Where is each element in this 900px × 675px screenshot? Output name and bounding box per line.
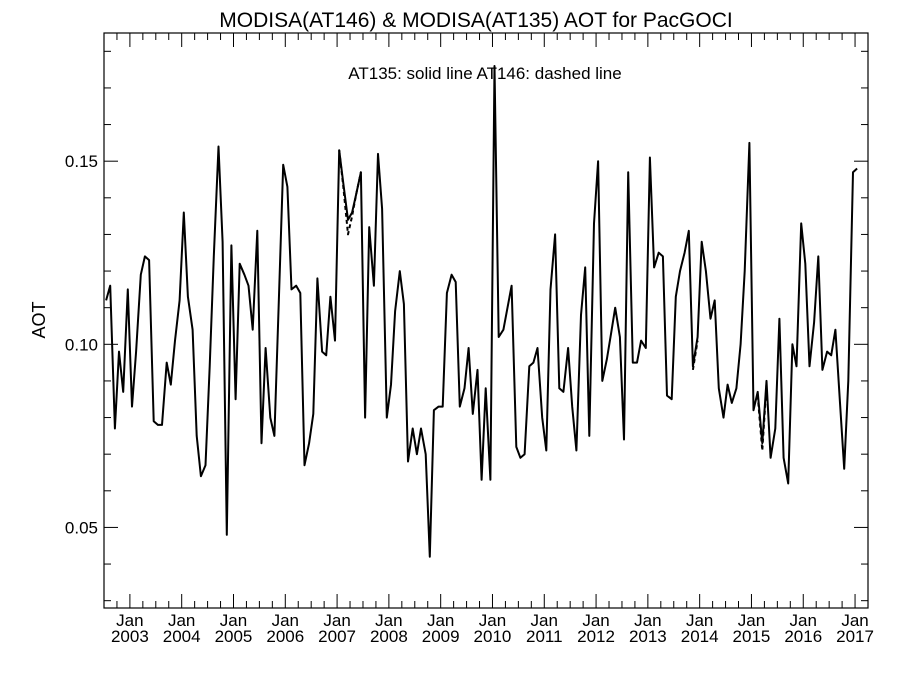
x-tick-year-label: 2015 — [733, 627, 771, 646]
x-tick-month-label: Jan — [168, 611, 195, 630]
axis-ticks: 0.050.100.15Jan2003Jan2004Jan2005Jan2006… — [65, 33, 874, 646]
series-line-at135 — [105, 65, 858, 558]
x-tick-year-label: 2004 — [163, 627, 201, 646]
x-tick-year-label: 2016 — [784, 627, 822, 646]
series-layer — [105, 65, 858, 558]
x-tick-year-label: 2008 — [370, 627, 408, 646]
x-tick-month-label: Jan — [375, 611, 402, 630]
x-tick-month-label: Jan — [116, 611, 143, 630]
x-tick-year-label: 2003 — [111, 627, 149, 646]
x-tick-month-label: Jan — [686, 611, 713, 630]
x-tick-month-label: Jan — [272, 611, 299, 630]
y-axis-label: AOT — [29, 301, 49, 338]
x-tick-month-label: Jan — [841, 611, 868, 630]
x-tick-month-label: Jan — [323, 611, 350, 630]
series-line-at146 — [338, 150, 362, 236]
chart-title: MODISA(AT146) & MODISA(AT135) AOT for Pa… — [219, 9, 732, 32]
line-style-annotation: AT135: solid line AT146: dashed line — [348, 64, 621, 83]
x-tick-month-label: Jan — [220, 611, 247, 630]
y-tick-label: 0.10 — [65, 335, 98, 354]
x-tick-year-label: 2009 — [422, 627, 460, 646]
x-tick-month-label: Jan — [531, 611, 558, 630]
x-tick-year-label: 2010 — [474, 627, 512, 646]
x-tick-year-label: 2007 — [318, 627, 356, 646]
x-tick-month-label: Jan — [427, 611, 454, 630]
x-tick-year-label: 2013 — [629, 627, 667, 646]
plot-frame — [103, 32, 869, 609]
x-tick-month-label: Jan — [582, 611, 609, 630]
y-tick-label: 0.15 — [65, 152, 98, 171]
series-line-at146 — [691, 340, 699, 371]
x-tick-year-label: 2011 — [526, 627, 563, 646]
x-tick-year-label: 2006 — [266, 627, 304, 646]
x-tick-year-label: 2012 — [577, 627, 615, 646]
y-tick-label: 0.05 — [65, 518, 98, 537]
x-tick-year-label: 2014 — [681, 627, 719, 646]
x-tick-month-label: Jan — [479, 611, 506, 630]
x-tick-month-label: Jan — [790, 611, 817, 630]
series-line-at146 — [756, 384, 768, 452]
x-tick-year-label: 2017 — [836, 627, 874, 646]
x-tick-year-label: 2005 — [215, 627, 253, 646]
x-tick-month-label: Jan — [634, 611, 661, 630]
x-tick-month-label: Jan — [738, 611, 765, 630]
